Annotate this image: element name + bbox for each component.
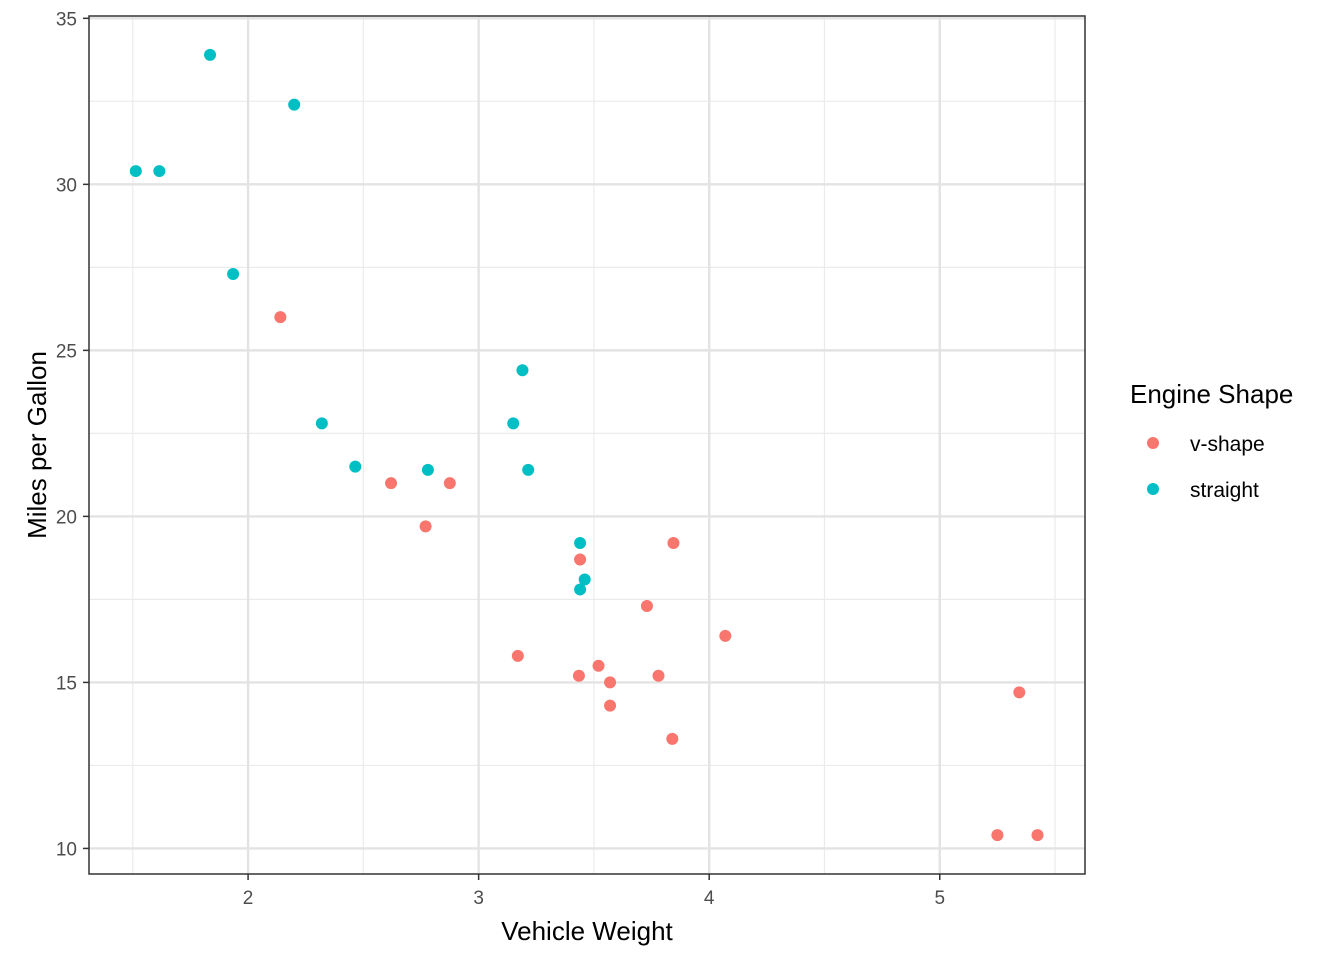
- data-point: [516, 364, 529, 377]
- data-point: [578, 573, 591, 586]
- x-tick-label: 3: [473, 888, 484, 909]
- legend-label: straight: [1190, 479, 1259, 502]
- data-point: [991, 829, 1004, 842]
- data-point: [419, 520, 432, 533]
- legend-key: [1147, 437, 1159, 449]
- y-tick-label: 30: [56, 175, 77, 196]
- major-gridlines: [89, 16, 1085, 874]
- data-point: [315, 417, 328, 430]
- y-tick-label: 10: [56, 839, 77, 860]
- data-point: [666, 732, 679, 745]
- y-axis-title: Miles per Gallon: [22, 351, 52, 539]
- data-point: [507, 417, 520, 430]
- data-point: [204, 48, 217, 61]
- data-point: [652, 669, 665, 682]
- plot-panel-border: [88, 15, 1086, 875]
- data-point: [574, 536, 587, 549]
- data-point: [604, 676, 617, 689]
- data-point: [522, 463, 535, 476]
- data-point: [349, 460, 362, 473]
- data-point: [153, 165, 166, 178]
- y-tick-label: 35: [56, 9, 77, 30]
- legend-label: v-shape: [1190, 433, 1265, 456]
- x-axis-title: Vehicle Weight: [501, 916, 673, 946]
- data-point: [288, 98, 301, 111]
- data-point: [511, 649, 524, 662]
- y-axis: 10 15 20 25 30 35: [56, 9, 89, 860]
- data-point: [1031, 829, 1044, 842]
- x-tick-label: 2: [243, 888, 254, 909]
- data-point: [574, 553, 587, 566]
- y-tick-label: 20: [56, 507, 77, 528]
- data-point: [667, 536, 680, 549]
- legend-title: Engine Shape: [1130, 379, 1293, 409]
- data-points: [129, 48, 1044, 842]
- data-point: [385, 477, 398, 490]
- data-point: [227, 267, 240, 280]
- data-point: [574, 583, 587, 596]
- y-tick-label: 15: [56, 673, 77, 694]
- data-point: [443, 477, 456, 490]
- data-point: [604, 699, 617, 712]
- data-point: [274, 311, 287, 324]
- legend-items: v-shape straight: [1147, 433, 1265, 502]
- series-v-shape: [274, 311, 1044, 842]
- series-straight: [129, 48, 591, 596]
- x-tick-label: 4: [704, 888, 715, 909]
- data-point: [640, 600, 653, 613]
- y-tick-label: 25: [56, 341, 77, 362]
- data-point: [572, 669, 585, 682]
- x-tick-label: 5: [934, 888, 945, 909]
- data-point: [1013, 686, 1026, 699]
- legend-key: [1147, 483, 1159, 495]
- data-point: [719, 629, 732, 642]
- x-axis: 2 3 4 5: [243, 874, 945, 909]
- data-point: [592, 659, 605, 672]
- data-point: [421, 463, 434, 476]
- minor-gridlines: [89, 16, 1085, 874]
- data-point: [129, 165, 142, 178]
- legend: Engine Shape v-shape straight: [1130, 379, 1293, 502]
